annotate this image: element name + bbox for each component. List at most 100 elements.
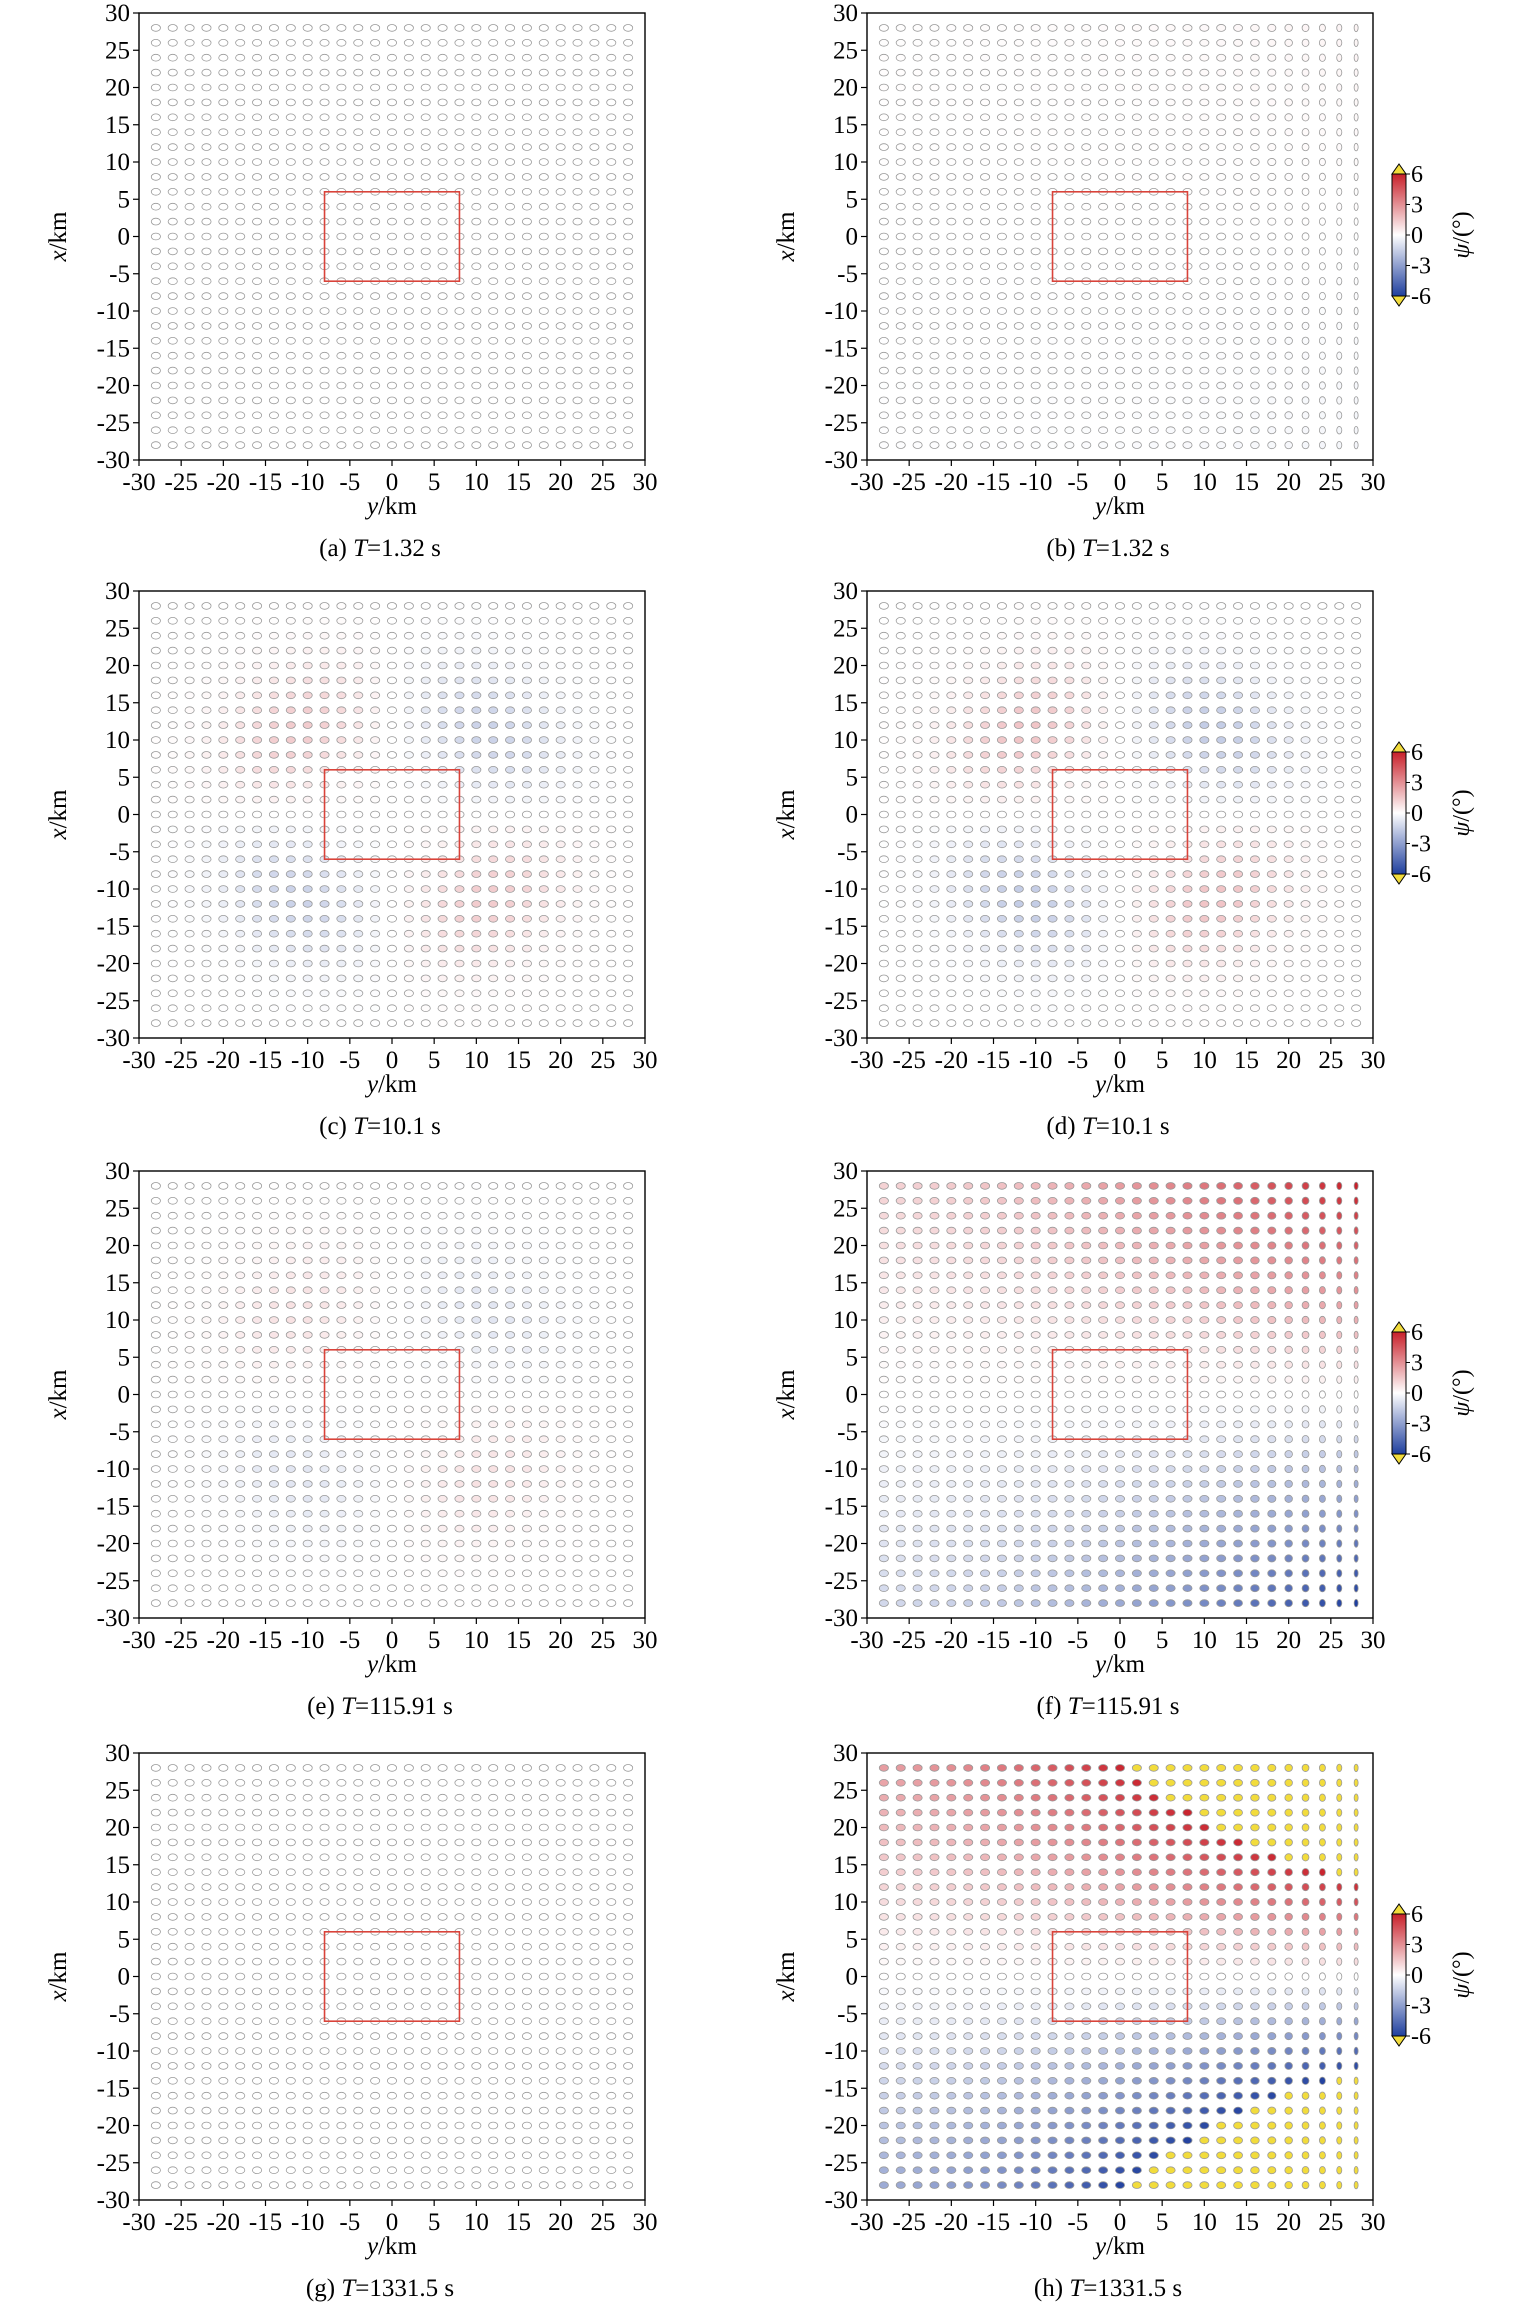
data-point [572,158,583,166]
data-point [454,1286,465,1295]
data-point [285,646,296,655]
data-point [963,736,974,744]
data-point [878,825,889,834]
data-point [184,1196,195,1205]
data-point [370,959,381,968]
data-point [1301,23,1310,32]
data-point [167,441,178,449]
data-point [370,411,381,420]
data-point [167,1494,178,1503]
data-point [150,1375,161,1384]
data-point [1353,1390,1359,1399]
data-point [167,751,178,759]
data-point [184,646,195,655]
data-point [1098,381,1109,390]
data-point [252,426,263,435]
data-point [488,736,499,744]
data-point [1098,1360,1109,1369]
data-point [1013,1316,1024,1324]
data-point [370,113,381,122]
data-point [471,974,482,983]
data-point [1081,751,1092,759]
data-point [1249,974,1260,983]
data-point [235,1569,246,1578]
data-point [1334,944,1345,953]
data-point [1216,914,1227,923]
data-point [218,721,229,729]
data-point [895,989,906,998]
data-point [606,188,617,196]
data-point [895,381,906,390]
data-point [1199,1390,1210,1399]
data-point [572,1524,583,1533]
data-point [386,98,397,107]
data-point [538,113,549,122]
data-point [1047,366,1058,375]
data-point [1030,336,1041,345]
data-point [538,143,549,151]
data-point [403,1494,414,1503]
data-point [420,322,431,330]
data-point [285,780,296,789]
data-point [878,232,889,241]
x-tick-label: -10 [291,1047,324,1074]
data-point [946,1241,957,1250]
data-point [1165,292,1176,300]
data-point [1165,53,1176,62]
data-point [623,1390,634,1399]
data-point [285,396,296,405]
data-point [895,98,906,107]
data-point [1199,411,1210,420]
data-point [1064,158,1075,166]
data-point [572,24,583,32]
data-point [201,914,212,923]
data-point [386,929,397,938]
data-point [1114,396,1125,405]
data-point [1216,83,1227,92]
data-point [1199,1226,1210,1235]
data-point [403,1316,414,1324]
data-point [1030,351,1041,360]
data-point [488,1286,499,1295]
data-point [454,691,465,700]
data-point [167,974,178,983]
data-point [1064,736,1075,744]
data-point [1064,1196,1075,1205]
data-point [946,292,957,300]
data-point [1301,1271,1310,1280]
data-point [471,1346,482,1354]
data-point [1148,322,1159,330]
data-point [555,1509,566,1518]
data-point [1301,1241,1310,1250]
data-point [1284,1301,1293,1310]
data-point [302,1182,313,1190]
data-point [302,158,313,166]
data-point [370,840,381,849]
data-point [589,1569,600,1578]
data-point [454,113,465,122]
data-point [218,396,229,405]
data-point [895,1346,906,1354]
data-point [505,676,516,685]
data-point [895,1256,906,1265]
data-point [167,1226,178,1235]
data-point [1199,38,1210,47]
data-point [996,38,1007,47]
data-point [980,292,991,300]
data-point [1064,616,1075,625]
data-point [912,870,923,878]
data-point [980,1256,991,1265]
data-point [268,766,279,774]
data-point [319,1509,330,1518]
data-point [235,736,246,744]
data-point [218,83,229,92]
data-point [623,1569,634,1578]
data-point [1131,1196,1142,1205]
data-point [353,721,364,729]
data-point [437,1226,448,1235]
data-point [252,1241,263,1250]
data-point [285,202,296,211]
data-point [555,1465,566,1473]
data-point [1199,855,1210,864]
data-point [963,602,974,610]
